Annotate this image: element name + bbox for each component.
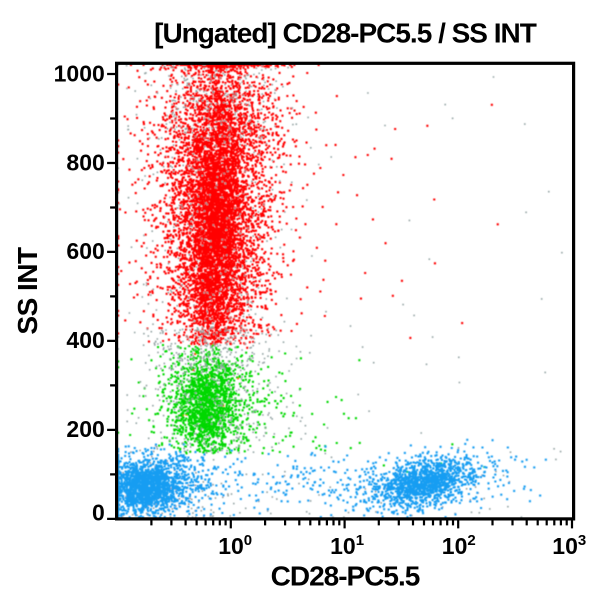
svg-text:[Ungated] CD28-PC5.5 / SS INT: [Ungated] CD28-PC5.5 / SS INT (154, 18, 537, 49)
svg-text:800: 800 (66, 149, 104, 175)
svg-text:101: 101 (330, 532, 364, 559)
svg-text:SS INT: SS INT (12, 247, 43, 335)
svg-text:200: 200 (66, 416, 104, 442)
svg-text:1000: 1000 (54, 60, 105, 86)
svg-text:600: 600 (66, 238, 104, 264)
svg-text:400: 400 (66, 327, 104, 353)
svg-text:103: 103 (552, 532, 586, 559)
svg-text:CD28-PC5.5: CD28-PC5.5 (271, 561, 420, 592)
svg-text:102: 102 (442, 532, 476, 559)
svg-text:0: 0 (92, 500, 105, 526)
svg-text:100: 100 (218, 532, 252, 559)
